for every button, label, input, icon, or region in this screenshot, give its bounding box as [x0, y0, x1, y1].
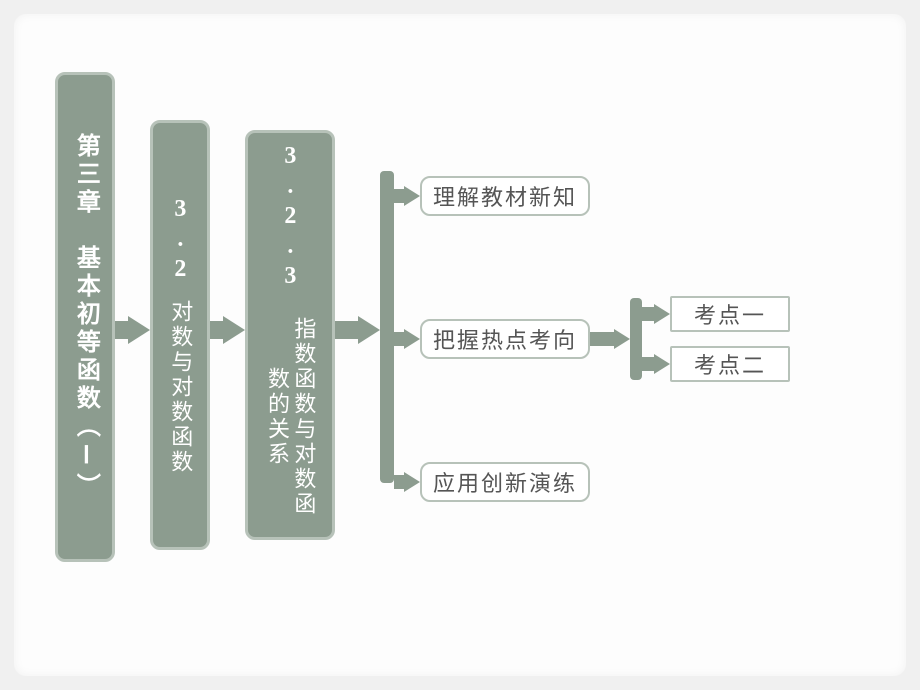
node-section: 3.2 对数与对数函数 — [150, 120, 210, 550]
arrow-stem-2 — [335, 321, 358, 339]
arrow-stem-8 — [642, 357, 654, 371]
arrow-stem-6 — [590, 332, 614, 346]
section-body: 对数与对数函数 — [167, 300, 193, 475]
arrow-head-0 — [128, 316, 150, 344]
kp-1-label: 考点一 — [694, 298, 766, 330]
arrow-stem-5 — [394, 475, 404, 489]
subsection-head: 3.2.3 — [276, 143, 305, 293]
arrow-head-3 — [404, 186, 420, 206]
topic-2-label: 把握热点考向 — [433, 323, 577, 355]
chapter-text: 第三章 基本初等函数（Ⅰ） — [71, 133, 100, 501]
arrow-stem-4 — [394, 332, 404, 346]
topic-1: 理解教材新知 — [420, 176, 590, 216]
arrow-head-7 — [654, 304, 670, 324]
topic-3-label: 应用创新演练 — [433, 466, 577, 498]
node-subsection: 3.2.3 指数函数与对数函数的关系 — [245, 130, 335, 540]
kp-1: 考点一 — [670, 296, 790, 332]
vbar-topics — [380, 171, 394, 483]
topic-1-label: 理解教材新知 — [433, 180, 577, 212]
topic-2: 把握热点考向 — [420, 319, 590, 359]
topic-3: 应用创新演练 — [420, 462, 590, 502]
arrow-stem-1 — [210, 321, 223, 339]
arrow-head-4 — [404, 329, 420, 349]
arrow-head-1 — [223, 316, 245, 344]
arrow-stem-0 — [115, 321, 128, 339]
arrow-stem-3 — [394, 189, 404, 203]
kp-2-label: 考点二 — [694, 348, 766, 380]
arrow-head-8 — [654, 354, 670, 374]
vbar-kp — [630, 298, 642, 380]
arrow-head-6 — [614, 329, 630, 349]
subsection-body: 指数函数与对数函数的关系 — [264, 307, 317, 527]
arrow-stem-7 — [642, 307, 654, 321]
node-chapter: 第三章 基本初等函数（Ⅰ） — [55, 72, 115, 562]
arrow-head-2 — [358, 316, 380, 344]
kp-2: 考点二 — [670, 346, 790, 382]
arrow-head-5 — [404, 472, 420, 492]
section-head: 3.2 — [166, 196, 195, 286]
